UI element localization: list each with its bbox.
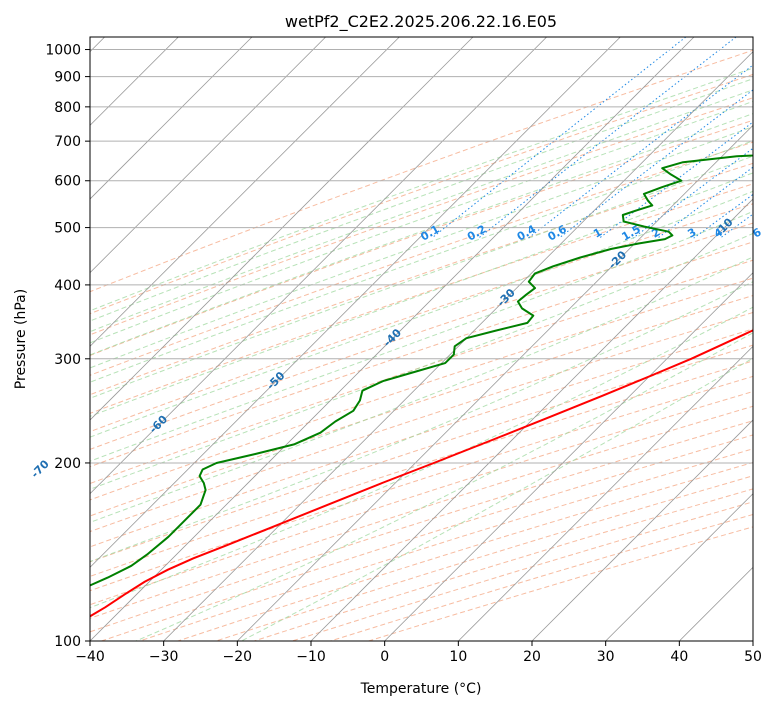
y-tick-label: 900	[54, 70, 81, 86]
mixing-ratio-line	[478, 37, 737, 239]
dry-adiabat	[90, 162, 753, 396]
x-axis: −40 −30 −20 −10 0 10 20 30 40 50	[75, 641, 762, 665]
x-tick-label: −40	[75, 649, 105, 665]
moist-adiabat	[90, 306, 753, 609]
x-tick-label: 20	[523, 649, 541, 665]
y-tick-label: 1000	[45, 43, 81, 59]
dry-adiabat	[90, 222, 753, 450]
isotherm-line	[531, 419, 753, 641]
y-axis: 100 200 300 400 500 600 700 800 900 1000	[45, 43, 90, 650]
profile-lines	[90, 154, 753, 618]
dry-adiabat	[90, 203, 753, 433]
isotherm-line	[90, 37, 326, 274]
dry-adiabat	[90, 97, 753, 336]
y-tick-label: 300	[54, 352, 81, 368]
dry-adiabat	[90, 49, 753, 293]
moist-adiabat	[90, 172, 753, 417]
temperature-profile	[90, 329, 753, 618]
dry-adiabat	[90, 375, 753, 592]
x-tick-label: 50	[744, 649, 762, 665]
x-tick-label: −30	[149, 649, 179, 665]
isotherm-line	[458, 345, 753, 641]
x-axis-label: Temperature (°C)	[360, 681, 482, 697]
dry-adiabat	[90, 311, 753, 533]
x-tick-label: 0	[380, 649, 389, 665]
isotherm-line	[384, 272, 753, 641]
x-tick-label: 40	[670, 649, 688, 665]
plot-frame	[89, 36, 754, 642]
isotherm-line	[90, 37, 695, 641]
x-tick-label: 30	[597, 649, 615, 665]
dewpoint-profile	[90, 154, 753, 587]
y-tick-label: 400	[54, 278, 81, 294]
y-tick-label: 800	[54, 100, 81, 116]
y-axis-label: Pressure (hPa)	[13, 289, 29, 389]
isotherm-line	[90, 37, 547, 495]
moist-adiabat	[90, 100, 753, 344]
y-tick-label: 100	[54, 634, 81, 650]
isotherm-line	[605, 493, 753, 641]
chart-title: wetPf2_C2E2.2025.206.22.16.E05	[285, 12, 557, 32]
moist-adiabat	[90, 210, 753, 462]
mixing-ratio-line	[657, 166, 753, 239]
dry-adiabat	[90, 141, 753, 376]
y-tick-label: 700	[54, 134, 81, 150]
dry-adiabat	[90, 391, 753, 606]
isotherm-line	[90, 37, 400, 347]
y-tick-label: 600	[54, 174, 81, 190]
y-tick-label: 500	[54, 221, 81, 237]
dry-adiabat	[90, 328, 753, 548]
plot-background-lines	[90, 37, 753, 641]
x-tick-label: 10	[449, 649, 467, 665]
dry-adiabat	[90, 294, 753, 517]
isotherm-line	[90, 37, 474, 421]
moist-adiabat	[90, 155, 753, 399]
isotherm-line	[310, 198, 753, 641]
moist-adiabat	[90, 281, 753, 563]
x-tick-label: −20	[223, 649, 253, 665]
dry-adiabat	[90, 241, 753, 468]
isotherm-line	[90, 37, 621, 568]
moist-adiabat	[90, 256, 753, 523]
x-tick-label: −10	[296, 649, 326, 665]
moist-adiabat	[90, 190, 753, 438]
dry-adiabat	[90, 277, 753, 501]
dry-adiabat	[90, 360, 753, 577]
isotherm-line	[90, 37, 253, 200]
moist-adiabat	[90, 232, 753, 490]
moist-adiabat	[241, 357, 753, 641]
dry-adiabat	[90, 344, 753, 563]
isotherm-line	[237, 124, 753, 641]
y-tick-label: 200	[54, 456, 81, 472]
